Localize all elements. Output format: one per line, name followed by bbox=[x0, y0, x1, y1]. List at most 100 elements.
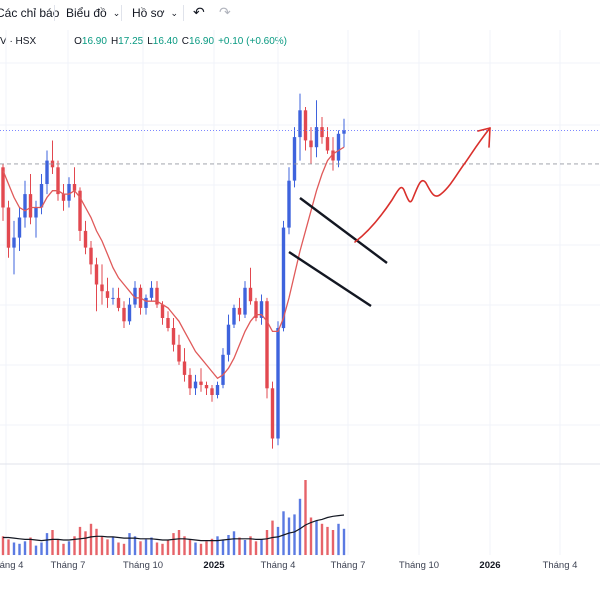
candle-body bbox=[149, 287, 154, 298]
candle-body bbox=[105, 291, 110, 298]
time-axis-label: 2025 bbox=[203, 560, 225, 571]
symbol-label[interactable]: V · HSX bbox=[0, 35, 37, 47]
toolbar-divider bbox=[183, 5, 184, 21]
candle-body bbox=[237, 307, 242, 315]
candle-body bbox=[281, 227, 286, 329]
volume-bar bbox=[172, 533, 175, 555]
undo-icon[interactable]: ↶ bbox=[193, 4, 205, 20]
projection-arrow-head bbox=[477, 127, 491, 148]
toolbar-divider bbox=[54, 5, 55, 21]
open-key: O bbox=[74, 35, 82, 47]
volume-bar bbox=[89, 523, 93, 556]
candle-body bbox=[133, 287, 137, 305]
volume-bar bbox=[243, 540, 247, 555]
time-axis-label: Tháng 4 bbox=[543, 560, 578, 571]
candle-body bbox=[94, 264, 99, 285]
candle-body bbox=[188, 374, 192, 389]
candle-body bbox=[342, 130, 346, 134]
candle-body bbox=[331, 150, 335, 161]
volume-bar bbox=[260, 539, 263, 555]
volume-bar bbox=[331, 530, 335, 555]
volume-bar bbox=[40, 542, 43, 555]
candle-body bbox=[248, 287, 253, 302]
candle-body bbox=[50, 160, 55, 168]
high-value: 17.25 bbox=[118, 35, 144, 47]
candle-body bbox=[259, 301, 264, 318]
candle-body bbox=[199, 381, 203, 385]
candle-body bbox=[6, 207, 11, 248]
volume-bar bbox=[238, 537, 241, 555]
candle-body bbox=[182, 361, 187, 375]
volume-bar bbox=[183, 536, 186, 556]
volume-bar bbox=[7, 539, 10, 555]
candle-body bbox=[265, 301, 269, 389]
volume-bar bbox=[155, 542, 159, 555]
volume-bar bbox=[265, 530, 269, 555]
volume-bar bbox=[73, 536, 76, 556]
candle-body bbox=[155, 287, 159, 305]
toolbar-divider bbox=[121, 5, 122, 21]
volume-bar bbox=[62, 543, 65, 556]
candle-body bbox=[171, 328, 176, 345]
time-axis: Tháng 4 Tháng 7 Tháng 10 2025 Tháng 4 Tháng 7… bbox=[0, 560, 577, 571]
volume-bar bbox=[232, 531, 236, 556]
candle-body bbox=[34, 207, 38, 218]
candle-body bbox=[100, 284, 104, 292]
candle-body bbox=[314, 127, 319, 148]
top-toolbar: Các chỉ báo Biểu đồ ⌄ Hồ sơ ⌄ ↶ ↷ bbox=[0, 0, 600, 26]
volume-bar bbox=[293, 514, 296, 555]
candle-body bbox=[122, 307, 126, 322]
chart-menu-button[interactable]: Biểu đồ ⌄ bbox=[66, 4, 120, 22]
profile-menu-label: Hồ sơ bbox=[132, 6, 165, 20]
volume-ma-line bbox=[3, 514, 345, 542]
redo-icon[interactable]: ↷ bbox=[219, 4, 231, 20]
time-axis-label: Tháng 4 bbox=[261, 560, 296, 571]
volume-bar bbox=[106, 539, 109, 555]
volume-bar bbox=[56, 539, 60, 555]
volume-bar bbox=[100, 536, 104, 556]
candle-body bbox=[138, 287, 143, 308]
volume-bar bbox=[45, 533, 49, 555]
volume-bar bbox=[84, 531, 87, 556]
indicators-button[interactable]: Các chỉ báo bbox=[0, 4, 59, 22]
profile-menu-button[interactable]: Hồ sơ ⌄ bbox=[132, 4, 178, 22]
candle-body bbox=[210, 388, 214, 395]
time-axis-label: Tháng 7 bbox=[51, 560, 86, 571]
candle-body bbox=[160, 304, 165, 318]
low-key: L bbox=[147, 35, 153, 47]
change-value: +0.10 (+0.60%) bbox=[218, 35, 287, 47]
time-axis-label: Tháng 7 bbox=[331, 560, 366, 571]
volume-bar bbox=[342, 528, 346, 556]
candle-body bbox=[232, 307, 236, 325]
candle-body bbox=[1, 167, 5, 208]
projection-arrow bbox=[354, 127, 491, 243]
volume-bar bbox=[320, 523, 324, 556]
volume-bar bbox=[122, 543, 126, 556]
volume-bar bbox=[271, 520, 274, 555]
ohlc-legend: V · HSX O 16.90 H 17.25 L 16.40 C 16.90 +0.1… bbox=[0, 34, 287, 48]
candle-body bbox=[61, 194, 66, 201]
volume-bar bbox=[78, 526, 82, 555]
volume-bar bbox=[194, 542, 197, 555]
volume-bar bbox=[304, 480, 307, 555]
volume-bar bbox=[128, 533, 131, 555]
volume-bar bbox=[117, 542, 120, 555]
candle-body bbox=[67, 184, 71, 201]
candle-body bbox=[292, 137, 297, 181]
candle-body bbox=[243, 287, 247, 315]
candle-body bbox=[111, 297, 115, 299]
candle-body bbox=[276, 328, 280, 439]
candle-body bbox=[23, 194, 27, 218]
open-value: 16.90 bbox=[81, 35, 107, 47]
candle-body bbox=[78, 190, 82, 231]
volume-bar bbox=[326, 526, 329, 555]
candle-body bbox=[28, 194, 33, 218]
candlesticks bbox=[1, 93, 346, 449]
channel-upper-line bbox=[299, 197, 388, 264]
candle-body bbox=[89, 247, 93, 265]
volume-bar bbox=[161, 543, 164, 556]
volume-bar bbox=[29, 537, 32, 555]
volume-bar bbox=[18, 543, 21, 556]
candle-body bbox=[215, 385, 220, 395]
